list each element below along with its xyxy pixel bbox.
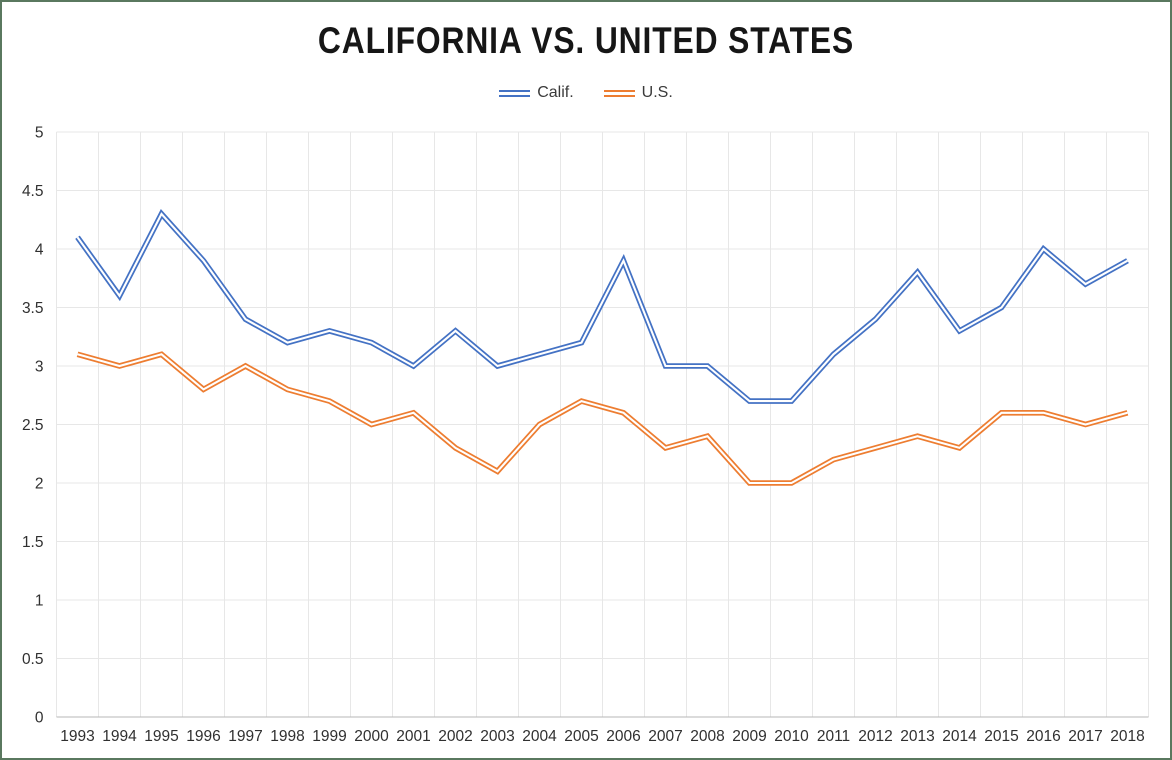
legend-item-calif: Calif. xyxy=(499,84,574,102)
legend-swatch-calif xyxy=(499,89,531,97)
x-tick-label: 1996 xyxy=(186,728,220,745)
y-tick-label: 4.5 xyxy=(22,183,44,200)
x-tick-label: 1994 xyxy=(102,728,137,745)
x-tick-label: 2009 xyxy=(732,728,766,745)
x-tick-label: 2011 xyxy=(817,728,850,745)
x-tick-label: 2013 xyxy=(900,728,934,745)
y-tick-label: 0 xyxy=(35,710,44,727)
y-tick-label: 2.5 xyxy=(22,417,44,434)
y-tick-label: 2 xyxy=(35,476,44,493)
legend: Calif. U.S. xyxy=(2,84,1170,102)
y-tick-label: 1 xyxy=(35,593,44,610)
series-line-core-calif xyxy=(76,212,1129,403)
x-tick-label: 2002 xyxy=(438,728,472,745)
x-tick-label: 2005 xyxy=(564,728,598,745)
y-tick-label: 1.5 xyxy=(22,534,44,551)
x-tick-label: 2004 xyxy=(522,728,557,745)
x-tick-label: 2018 xyxy=(1110,728,1144,745)
x-tick-label: 2003 xyxy=(480,728,514,745)
x-tick-label: 1997 xyxy=(228,728,262,745)
x-tick-label: 2012 xyxy=(858,728,892,745)
x-tick-label: 2008 xyxy=(690,728,724,745)
legend-item-us: U.S. xyxy=(603,84,673,102)
x-tick-label: 1998 xyxy=(270,728,304,745)
x-tick-label: 1999 xyxy=(312,728,346,745)
series-line-core-us xyxy=(77,353,1128,485)
x-tick-label: 1995 xyxy=(144,728,178,745)
x-tick-label: 2001 xyxy=(396,728,430,745)
chart-title: CALIFORNIA VS. UNITED STATES xyxy=(317,20,855,61)
x-tick-label: 2007 xyxy=(648,728,682,745)
y-tick-label: 0.5 xyxy=(22,651,44,668)
x-tick-label: 2000 xyxy=(354,728,389,745)
x-tick-label: 2010 xyxy=(774,728,809,745)
y-tick-label: 3 xyxy=(35,359,44,376)
x-tick-label: 2014 xyxy=(942,728,977,745)
x-tick-label: 1993 xyxy=(60,728,94,745)
y-tick-label: 3.5 xyxy=(22,300,44,317)
x-tick-label: 2015 xyxy=(984,728,1018,745)
legend-label-us: U.S. xyxy=(641,84,673,101)
legend-swatch-us xyxy=(603,89,635,97)
x-tick-label: 2017 xyxy=(1068,728,1102,745)
legend-label-calif: Calif. xyxy=(537,84,574,101)
x-tick-label: 2016 xyxy=(1026,728,1060,745)
x-tick-label: 2006 xyxy=(606,728,640,745)
y-tick-label: 4 xyxy=(35,242,44,259)
y-tick-label: 5 xyxy=(35,125,44,142)
